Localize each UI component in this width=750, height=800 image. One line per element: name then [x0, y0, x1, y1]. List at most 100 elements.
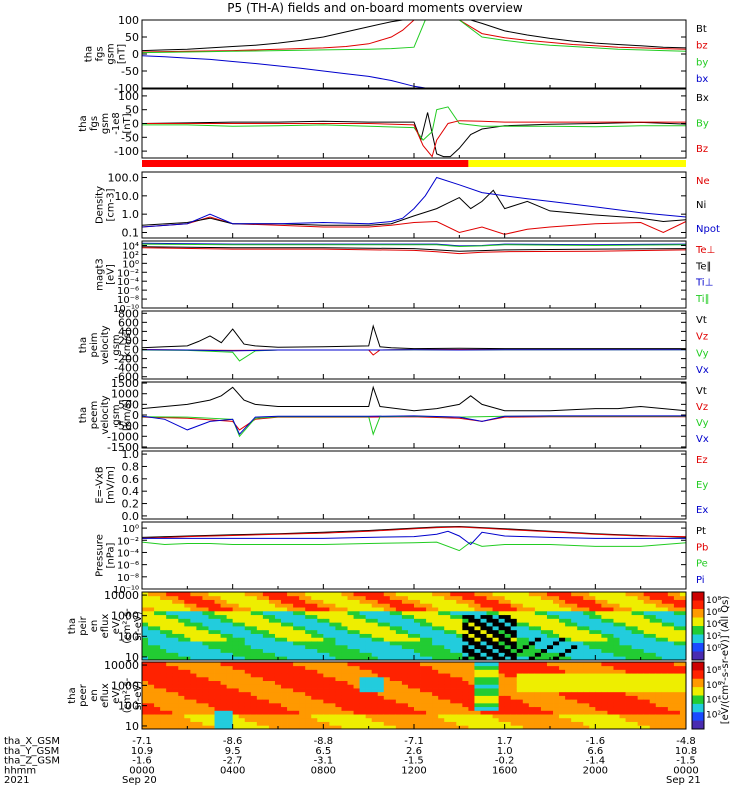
- spectrogram-cell: [420, 695, 427, 700]
- spectrogram-cell: [305, 618, 312, 623]
- spectrogram-cell: [353, 717, 360, 722]
- spectrogram-cell: [426, 618, 433, 623]
- spectrogram-cell: [347, 721, 354, 726]
- spectrogram-cell: [311, 721, 318, 726]
- spectrogram-cell: [553, 629, 560, 634]
- spectrogram-cell: [202, 610, 209, 616]
- spectrogram-cell: [142, 641, 149, 646]
- spectrogram-cell: [607, 622, 614, 627]
- spectrogram-cell: [190, 676, 197, 682]
- spectrogram-cell: [256, 673, 264, 678]
- spectrogram-cell: [577, 680, 584, 685]
- spectrogram-cell: [516, 637, 524, 642]
- spectrogram-cell: [438, 721, 445, 726]
- spectrogram-cell: [299, 702, 306, 708]
- spectrogram-cell: [274, 641, 282, 646]
- spectrogram-cell: [154, 607, 161, 612]
- spectrogram-cell: [613, 656, 620, 661]
- spectrogram-cell: [595, 684, 602, 689]
- spectrogram-cell: [432, 592, 439, 597]
- spectrogram-cell: [395, 595, 403, 600]
- spectrogram-cell: [589, 599, 596, 604]
- y-tick-label: 10⁰: [122, 259, 139, 270]
- spectrogram-cell: [220, 673, 228, 678]
- y-axis-label: fgs: [95, 46, 106, 61]
- spectrogram-cell: [462, 680, 469, 685]
- spectrogram-cell: [571, 595, 578, 600]
- spectrogram-cell: [287, 702, 294, 708]
- spectrogram-cell: [262, 595, 270, 600]
- spectrogram-cell: [172, 688, 179, 693]
- spectrogram-cell: [607, 680, 614, 685]
- spectrogram-cell: [625, 710, 632, 715]
- spectrogram-cell: [401, 695, 409, 700]
- spectrogram-cell: [444, 725, 451, 730]
- spectrogram-cell: [293, 592, 300, 597]
- spectrogram-cell: [637, 614, 645, 619]
- spectrogram-cell: [468, 648, 475, 653]
- y-tick-label: -1000: [107, 430, 139, 443]
- y-axis-label: eV/: [111, 617, 122, 634]
- spectrogram-cell: [196, 721, 203, 726]
- spectrogram-cell: [401, 706, 409, 711]
- spectrogram-cell: [341, 714, 348, 719]
- spectrogram-cell: [214, 662, 221, 667]
- spectrogram-cell: [293, 673, 300, 678]
- spectrogram-cell: [486, 673, 493, 678]
- spectrogram-cell: [510, 648, 518, 653]
- spectrogram-cell: [383, 702, 391, 708]
- spectrogram-cell: [202, 641, 209, 646]
- x-tick-label: -1.6: [586, 736, 606, 747]
- spectrogram-cell: [220, 680, 228, 685]
- spectrogram-cell: [250, 706, 258, 711]
- spectrogram-cell: [673, 595, 681, 600]
- spectrogram-cell: [480, 595, 487, 600]
- spectrogram-cell: [401, 599, 409, 604]
- spectrogram-cell: [154, 633, 161, 638]
- spectrogram-cell: [510, 676, 518, 682]
- spectrogram-cell: [341, 599, 348, 604]
- spectrogram-cell: [498, 710, 506, 715]
- spectrogram-cell: [196, 676, 203, 682]
- spectrogram-cell: [407, 641, 415, 646]
- spectrogram-cell: [359, 695, 367, 700]
- spectrogram-cell: [462, 622, 469, 627]
- colorbar-swatch: [692, 670, 704, 680]
- spectrogram-cell: [444, 669, 451, 674]
- spectrogram-cell: [323, 656, 330, 661]
- spectrogram-cell: [480, 676, 487, 682]
- spectrogram-cell: [565, 673, 572, 678]
- x-tick-label: -1.4: [586, 756, 606, 767]
- spectrogram-cell: [293, 717, 300, 722]
- spectrogram-cell: [377, 680, 385, 685]
- spectrogram-cell: [655, 710, 663, 715]
- x-tick-label: 10.8: [675, 746, 697, 757]
- spectrogram-cell: [540, 656, 548, 661]
- spectrogram-cell: [516, 599, 524, 604]
- spectrogram-cell: [583, 665, 590, 670]
- spectrogram-cell: [323, 725, 330, 730]
- spectrogram-cell: [571, 610, 578, 616]
- spectrogram-cell: [480, 721, 487, 726]
- spectrogram-cell: [534, 644, 542, 650]
- spectrogram-cell: [607, 592, 614, 597]
- spectrogram-cell: [365, 721, 373, 726]
- spectrogram-cell: [565, 702, 572, 708]
- spectrogram-cell: [619, 662, 626, 667]
- spectrogram-cell: [577, 721, 584, 726]
- spectrogram-cell: [208, 626, 215, 631]
- spectrogram-cell: [335, 725, 342, 730]
- spectrogram-cell: [534, 684, 542, 689]
- spectrogram-cell: [589, 710, 596, 715]
- spectrogram-cell: [595, 662, 602, 667]
- colorbar-swatch: [692, 643, 704, 652]
- spectrogram-cell: [444, 695, 451, 700]
- spectrogram-cell: [571, 652, 578, 657]
- spectrogram-cell: [583, 662, 590, 667]
- spectrogram-cell: [649, 699, 657, 704]
- spectrogram-cell: [522, 680, 530, 685]
- y-axis-label: Pressure: [95, 534, 106, 577]
- spectrogram-cell: [347, 669, 354, 674]
- spectrogram-cell: [371, 669, 379, 674]
- spectrogram-cell: [371, 656, 379, 661]
